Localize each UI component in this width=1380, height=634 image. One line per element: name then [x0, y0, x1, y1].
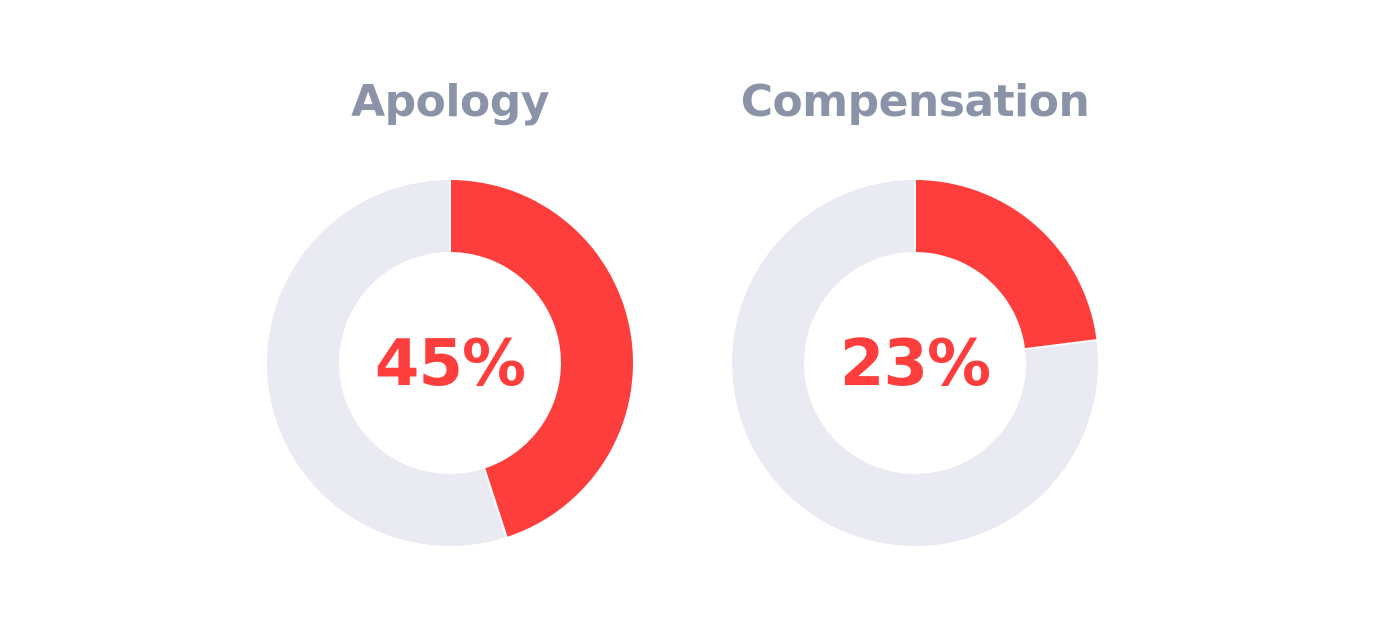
track-slice — [732, 180, 1098, 546]
center-percent-label: 45% — [375, 327, 525, 401]
compensation-donut: 23% — [732, 179, 1098, 546]
slice-separator — [1024, 338, 1098, 351]
value-slice — [450, 180, 633, 538]
value-slice — [915, 180, 1097, 350]
slice-separator — [483, 467, 508, 539]
apology-donut: 45% — [266, 179, 633, 546]
apology-chart: Apology 45% — [250, 0, 650, 634]
compensation-chart: Compensation 23% — [715, 0, 1115, 634]
chart-title: Compensation — [740, 76, 1090, 127]
chart-title: Apology — [351, 76, 549, 127]
track-slice — [266, 180, 507, 546]
center-percent-label: 23% — [840, 327, 990, 401]
